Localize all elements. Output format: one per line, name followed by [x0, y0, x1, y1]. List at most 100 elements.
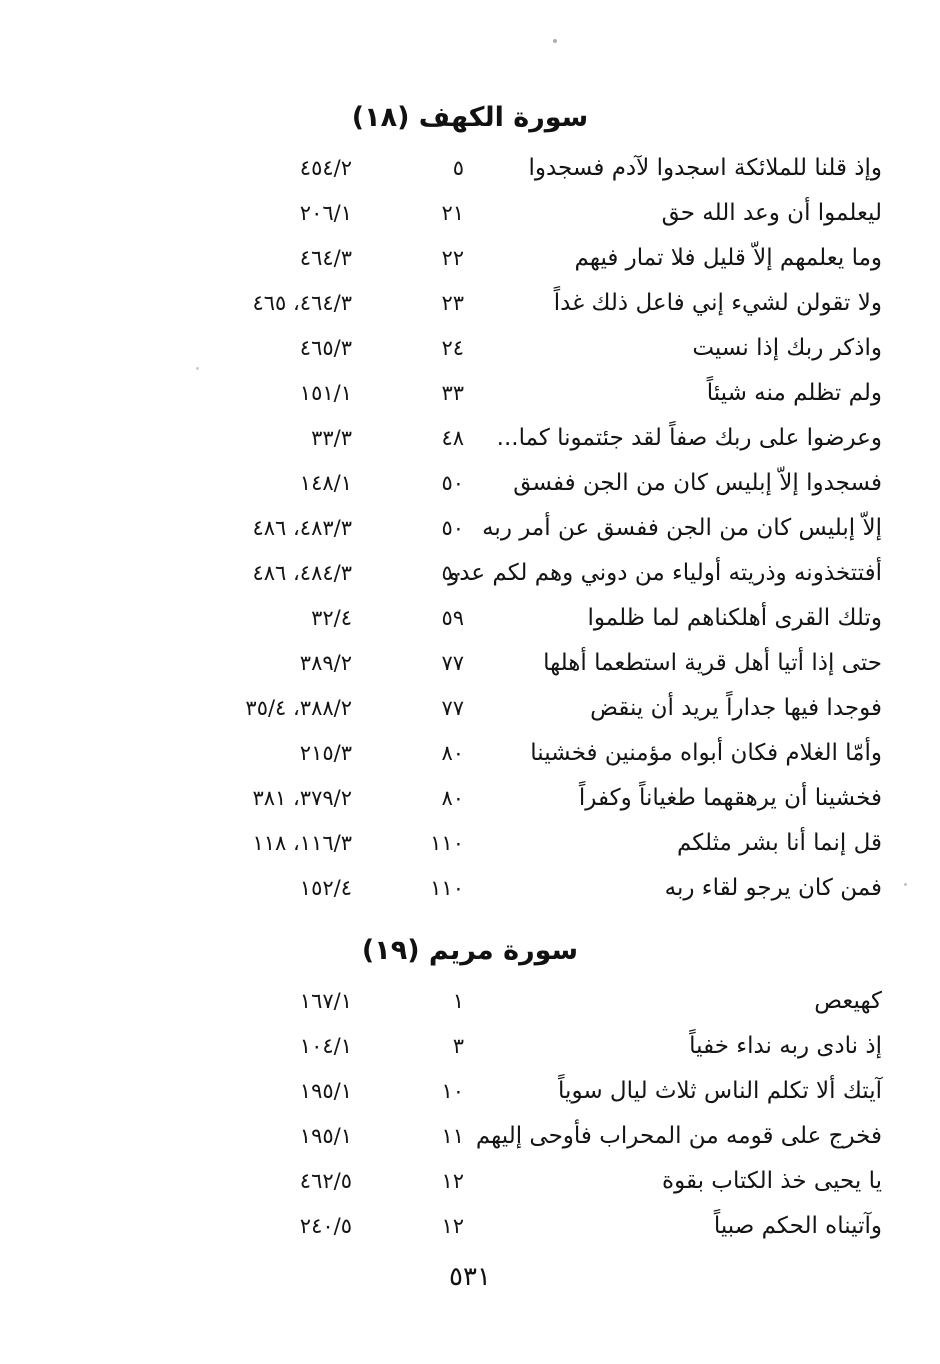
page-volume-ref: ١٠٤/١ — [299, 1034, 352, 1058]
index-row: واذكر ربك إذا نسيت ٢٤ ٤٦٥/٣ — [58, 326, 882, 371]
verse-number: ١٠ — [441, 1079, 464, 1103]
verse-number: ٧٧ — [441, 696, 464, 720]
page-volume-ref: ١١٦/٣، ١١٨ — [252, 831, 353, 855]
verse-number: ٣٣ — [441, 381, 464, 405]
index-row: فخرج على قومه من المحراب فأوحى إليهم ١١ ١٩… — [58, 1114, 882, 1159]
verse-number: ٥ — [452, 156, 464, 180]
page-volume-ref: ٤٦٢/٥ — [299, 1169, 352, 1193]
verse-number: ٢٤ — [441, 336, 464, 360]
page-volume-ref: ٤٦٤/٣، ٤٦٥ — [252, 291, 353, 315]
page-volume-ref: ١٩٥/١ — [299, 1079, 352, 1103]
verse-number: ٣ — [452, 1034, 464, 1058]
page-volume-ref: ٢١٥/٣ — [299, 741, 352, 765]
verse-number: ٧٧ — [441, 651, 464, 675]
verse-text: وعرضوا على ربك صفاً لقد جئتمونا كما... — [496, 425, 882, 451]
verse-text: أفتتخذونه وذريته أولياء من دوني وهم لكم … — [448, 560, 882, 586]
verse-text: واذكر ربك إذا نسيت — [692, 335, 882, 361]
index-row: وإذ قلنا للملائكة اسجدوا لآدم فسجدوا ٥ ٤٥٤… — [58, 146, 882, 191]
verse-number: ٤٨ — [441, 426, 464, 450]
page-volume-ref: ٤٦٤/٣ — [299, 246, 352, 270]
verse-text: قل إنما أنا بشر مثلكم — [676, 830, 882, 856]
surah-section: سورة الكهف (١٨) وإذ قلنا للملائكة اسجدوا … — [58, 98, 882, 911]
verse-text: فمن كان يرجو لقاء ربه — [664, 875, 882, 901]
index-row: فسجدوا إلاّ إبليس كان من الجن ففسق ٥٠ ١٤٨/… — [58, 461, 882, 506]
verse-number: ١١٠ — [430, 876, 464, 900]
scan-speck — [553, 39, 557, 43]
verse-number: ٥٠ — [441, 516, 464, 540]
verse-number: ١ — [452, 989, 464, 1013]
index-row: أفتتخذونه وذريته أولياء من دوني وهم لكم … — [58, 551, 883, 596]
verse-text: إلاّ إبليس كان من الجن ففسق عن أمر ربه — [482, 515, 882, 541]
index-row: آيتك ألا تكلم الناس ثلاث ليال سوياً ١٠ ١٩٥… — [58, 1069, 882, 1114]
index-row: ولم تظلم منه شيئاً ٣٣ ١٥١/١ — [58, 371, 882, 416]
sections-container: سورة الكهف (١٨) وإذ قلنا للملائكة اسجدوا … — [58, 98, 882, 1249]
verse-text: ولا تقولن لشيء إني فاعل ذلك غداً — [553, 290, 882, 316]
index-row: وأمّا الغلام فكان أبواه مؤمنين فخشينا ٨٠ ٢… — [58, 731, 882, 776]
verse-text: وآتيناه الحكم صبياً — [713, 1213, 882, 1239]
index-row: فوجدا فيها جداراً يريد أن ينقض ٧٧ ٣٨٨/٢، ٣… — [58, 686, 882, 731]
verse-number: ٥٩ — [441, 606, 464, 630]
verse-text: آيتك ألا تكلم الناس ثلاث ليال سوياً — [558, 1078, 882, 1104]
verse-text: ولم تظلم منه شيئاً — [706, 380, 882, 406]
page-volume-ref: ٣٧٩/٢، ٣٨١ — [252, 786, 353, 810]
index-row: وما يعلمهم إلاّ قليل فلا تمار فيهم ٢٢ ٤٦٤/… — [58, 236, 882, 281]
index-row: إلاّ إبليس كان من الجن ففسق عن أمر ربه ٥٠… — [58, 506, 883, 551]
page-number: ٥٣١ — [449, 1262, 491, 1292]
verse-number: ٢١ — [441, 201, 464, 225]
verse-number: ١٢ — [441, 1169, 464, 1193]
verse-number: ٢٣ — [441, 291, 464, 315]
verse-number: ٨٠ — [441, 741, 464, 765]
surah-title: سورة مريم (١٩) — [361, 935, 579, 966]
page-volume-ref: ٣٨٨/٢، ٣٥/٤ — [245, 696, 352, 720]
verse-text: فسجدوا إلاّ إبليس كان من الجن ففسق — [513, 470, 882, 496]
index-row: يا يحيى خذ الكتاب بقوة ١٢ ٤٦٢/٥ — [58, 1159, 882, 1204]
page-volume-ref: ٢٤٠/٥ — [299, 1214, 352, 1238]
page-volume-ref: ٤٨٤/٣، ٤٨٦ — [252, 561, 353, 585]
verse-number: ٨٠ — [441, 786, 464, 810]
page-volume-ref: ١٥١/١ — [299, 381, 352, 405]
index-row: وعرضوا على ربك صفاً لقد جئتمونا كما... ٤٨… — [58, 416, 882, 461]
verse-index: سورة الكهف (١٨) وإذ قلنا للملائكة اسجدوا … — [58, 98, 882, 1249]
page-volume-ref: ٣٨٩/٢ — [299, 651, 352, 675]
index-row: ولا تقولن لشيء إني فاعل ذلك غداً ٢٣ ٤٦٤/٣،… — [58, 281, 883, 326]
verse-text: يا يحيى خذ الكتاب بقوة — [662, 1168, 882, 1194]
verse-number: ١١ — [441, 1124, 464, 1148]
index-row: وتلك القرى أهلكناهم لما ظلموا ٥٩ ٣٢/٤ — [58, 596, 882, 641]
verse-text: وأمّا الغلام فكان أبواه مؤمنين فخشينا — [530, 740, 882, 766]
index-row: قل إنما أنا بشر مثلكم ١١٠ ١١٦/٣، ١١٨ — [58, 821, 883, 866]
verse-number: ٢٢ — [441, 246, 464, 270]
page-volume-ref: ١٤٨/١ — [299, 471, 352, 495]
page-volume-ref: ٣٢/٤ — [311, 606, 352, 630]
page-volume-ref: ١٦٧/١ — [299, 989, 352, 1013]
verse-number: ٥٠ — [441, 471, 464, 495]
index-row: وآتيناه الحكم صبياً ١٢ ٢٤٠/٥ — [58, 1204, 882, 1249]
index-row: إذ نادى ربه نداء خفياً ٣ ١٠٤/١ — [58, 1024, 882, 1069]
verse-text: حتى إذا أتيا أهل قرية استطعما أهلها — [543, 650, 882, 676]
index-row: فمن كان يرجو لقاء ربه ١١٠ ١٥٢/٤ — [58, 866, 882, 911]
verse-number: ١١٠ — [430, 831, 464, 855]
verse-text: فخرج على قومه من المحراب فأوحى إليهم — [475, 1123, 882, 1149]
scan-speck — [904, 883, 907, 886]
page-volume-ref: ٤٨٣/٣، ٤٨٦ — [252, 516, 353, 540]
verse-number: ١٢ — [441, 1214, 464, 1238]
scan-speck — [196, 367, 199, 370]
page-volume-ref: ١٥٢/٤ — [299, 876, 352, 900]
index-row: كهيعص ١ ١٦٧/١ — [58, 979, 882, 1024]
verse-text: كهيعص — [814, 988, 882, 1014]
verse-text: وتلك القرى أهلكناهم لما ظلموا — [587, 605, 883, 631]
index-row: ليعلموا أن وعد الله حق ٢١ ٢٠٦/١ — [58, 191, 882, 236]
verse-text: ليعلموا أن وعد الله حق — [661, 200, 882, 226]
page-volume-ref: ٤٦٥/٣ — [299, 336, 352, 360]
verse-text: فخشينا أن يرهقهما طغياناً وكفراً — [578, 785, 882, 811]
index-row: حتى إذا أتيا أهل قرية استطعما أهلها ٧٧ ٣٨٩… — [58, 641, 882, 686]
verse-text: فوجدا فيها جداراً يريد أن ينقض — [590, 695, 882, 721]
surah-section: سورة مريم (١٩) كهيعص ١ ١٦٧/١ إذ نادى ربه ندا… — [58, 931, 882, 1249]
page-volume-ref: ٤٥٤/٢ — [299, 156, 352, 180]
verse-number: ٥٠ — [441, 561, 464, 585]
page-volume-ref: ٢٠٦/١ — [299, 201, 352, 225]
page-volume-ref: ١٩٥/١ — [299, 1124, 352, 1148]
verse-text: وإذ قلنا للملائكة اسجدوا لآدم فسجدوا — [528, 155, 882, 181]
page-volume-ref: ٣٣/٣ — [311, 426, 352, 450]
surah-title: سورة الكهف (١٨) — [351, 102, 589, 133]
